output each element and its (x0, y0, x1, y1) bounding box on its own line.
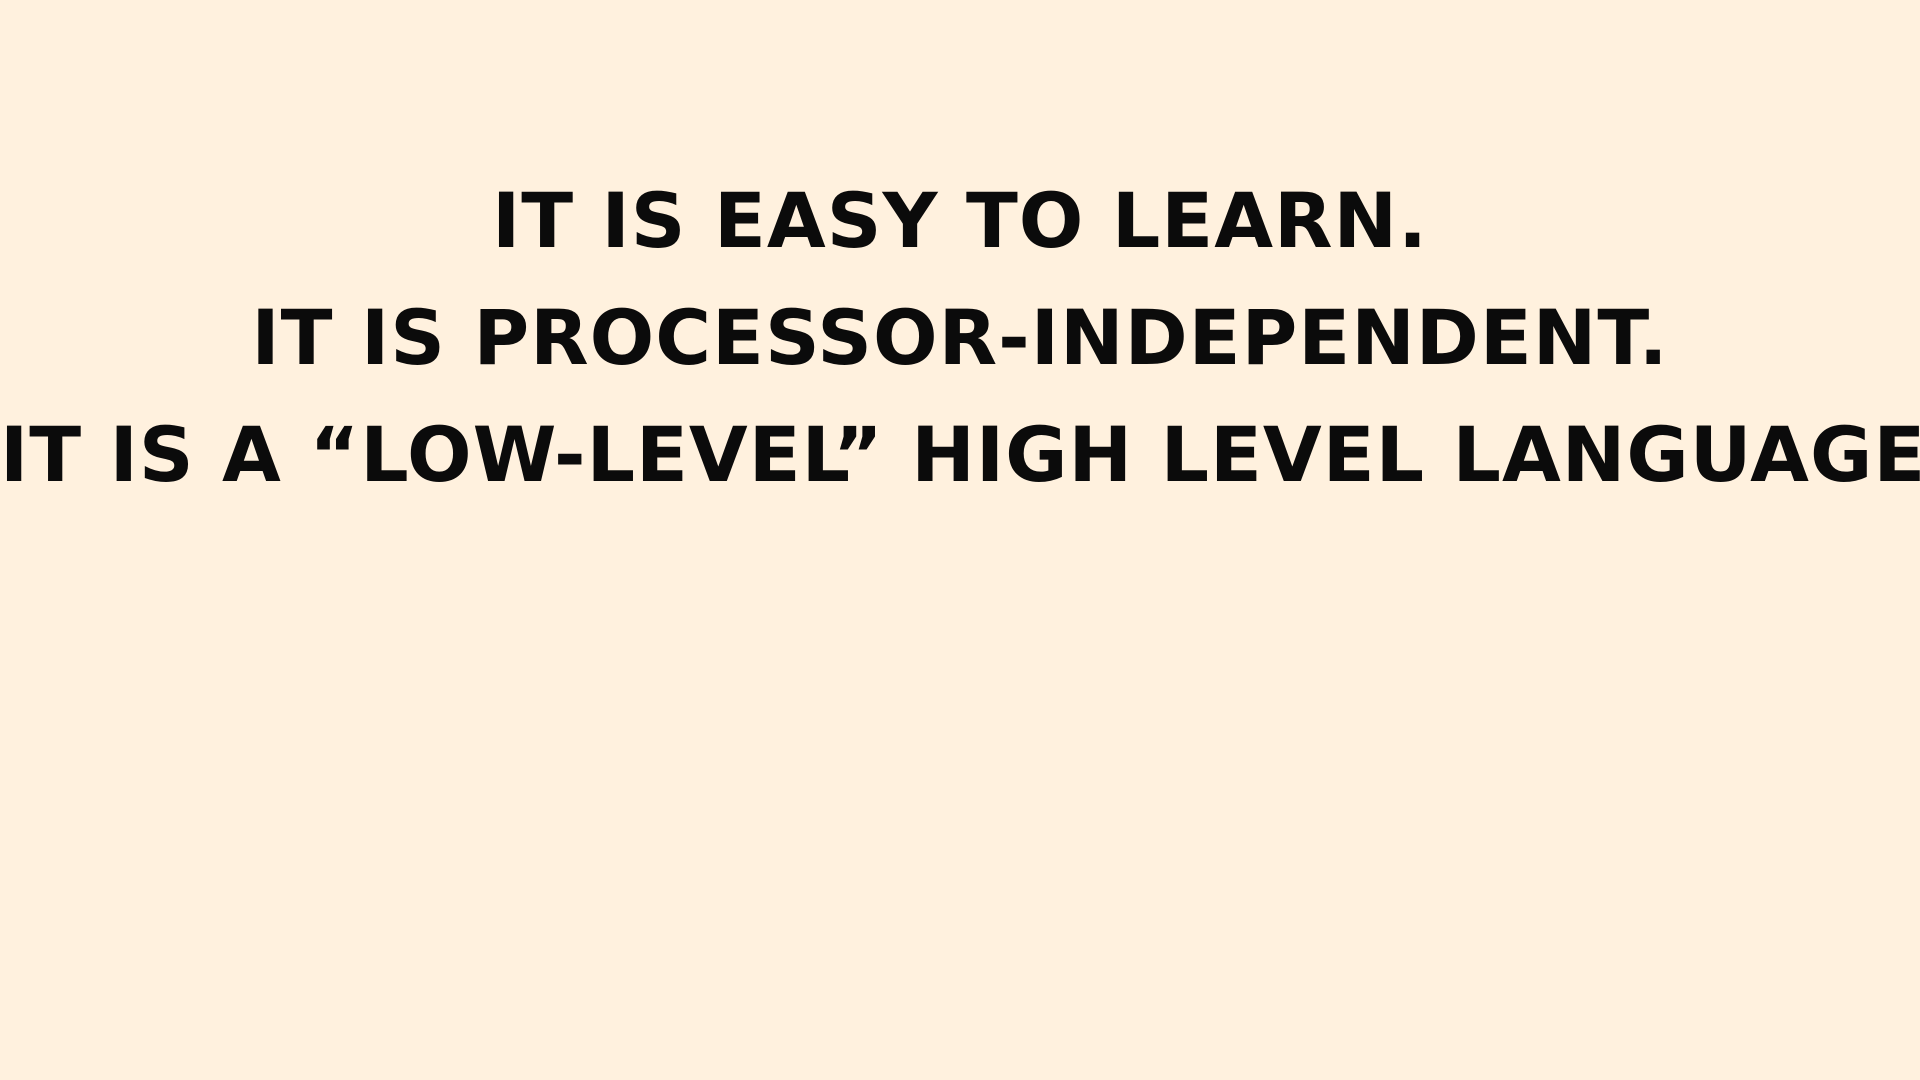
slide-line-1: IT IS EASY TO LEARN. (491, 176, 1429, 265)
slide-line-2: IT IS PROCESSOR-INDEPENDENT. (251, 293, 1669, 382)
slide-line-3: IT IS A “LOW-LEVEL” HIGH LEVEL LANGUAGE (0, 410, 1920, 499)
slide-text-block: IT IS EASY TO LEARN. IT IS PROCESSOR-IND… (0, 162, 1920, 513)
